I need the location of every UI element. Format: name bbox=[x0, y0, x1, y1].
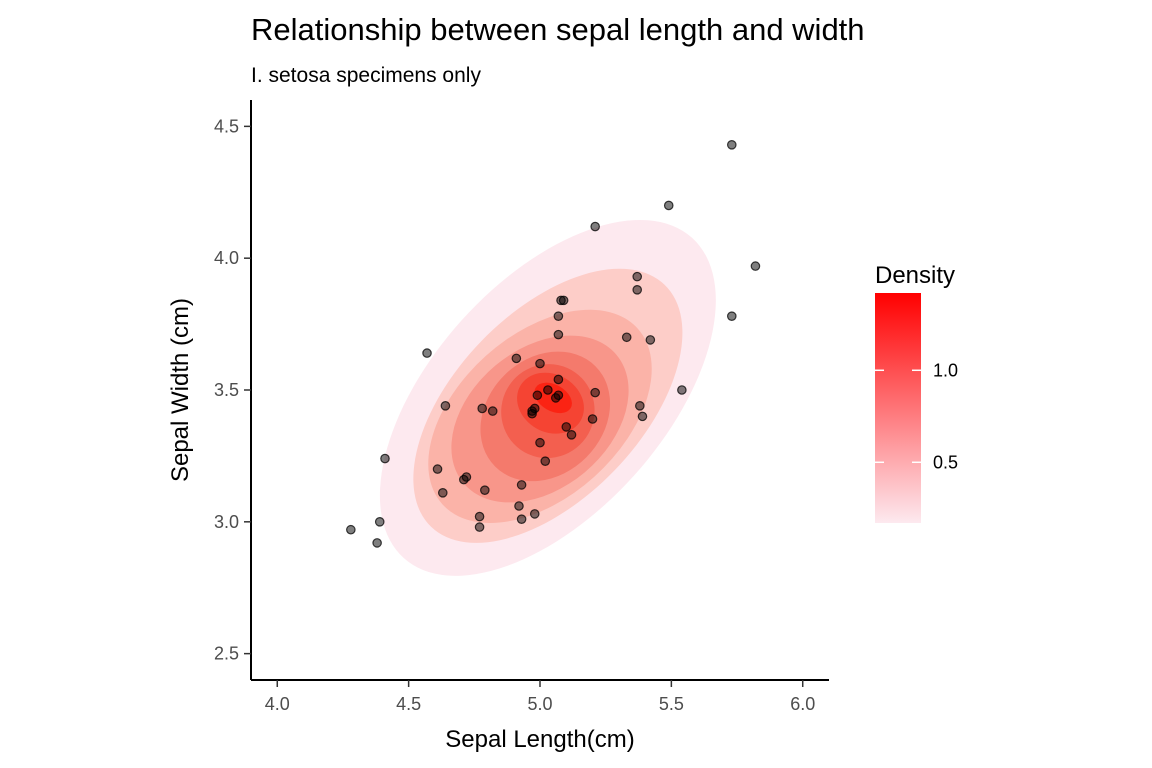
x-tick-label: 5.5 bbox=[659, 694, 684, 714]
data-point bbox=[346, 524, 356, 535]
data-point bbox=[726, 311, 737, 321]
x-axis: 4.0 4.5 5.0 5.5 6.0 bbox=[251, 679, 829, 714]
x-tick-label: 4.0 bbox=[265, 694, 290, 714]
data-point bbox=[556, 295, 566, 306]
data-point bbox=[516, 480, 527, 490]
points-layer bbox=[346, 140, 761, 548]
data-point bbox=[535, 358, 545, 369]
data-point bbox=[535, 437, 545, 448]
data-point bbox=[529, 509, 540, 519]
data-point bbox=[459, 474, 469, 485]
data-point bbox=[527, 408, 537, 419]
legend-ticks: 0.5 1.0 bbox=[875, 360, 958, 472]
legend-label: 0.5 bbox=[933, 452, 958, 472]
chart-title: Relationship between sepal length and wi… bbox=[251, 12, 865, 47]
y-axis-title: Sepal Width (cm) bbox=[167, 298, 194, 482]
data-point bbox=[380, 453, 390, 464]
plot-panel bbox=[346, 140, 761, 576]
data-point bbox=[550, 393, 561, 403]
data-point bbox=[677, 385, 687, 395]
data-point bbox=[474, 522, 485, 532]
legend-colorbar bbox=[875, 293, 921, 523]
data-point bbox=[561, 422, 572, 432]
y-tick-label: 3.5 bbox=[214, 380, 239, 400]
data-point bbox=[422, 348, 432, 358]
y-tick-label: 2.5 bbox=[214, 644, 239, 664]
data-point bbox=[645, 335, 656, 345]
data-point bbox=[480, 485, 490, 495]
data-point bbox=[532, 390, 543, 401]
data-point bbox=[750, 261, 761, 271]
data-point bbox=[540, 456, 551, 466]
density-legend: Density 0.5 1.0 bbox=[875, 262, 958, 523]
data-point bbox=[621, 332, 632, 343]
data-point bbox=[632, 285, 643, 295]
data-point bbox=[553, 311, 564, 321]
data-point bbox=[474, 511, 485, 522]
y-tick-label: 4.5 bbox=[214, 116, 239, 136]
data-point bbox=[590, 221, 600, 232]
density-layer bbox=[379, 219, 716, 576]
data-point bbox=[543, 385, 553, 395]
y-tick-label: 3.0 bbox=[214, 512, 239, 532]
y-tick-label: 4.0 bbox=[214, 248, 239, 268]
data-point bbox=[437, 488, 448, 498]
data-point bbox=[374, 517, 385, 527]
x-tick-label: 5.0 bbox=[527, 694, 552, 714]
x-tick-label: 6.0 bbox=[790, 694, 815, 714]
y-axis: 2.5 3.0 3.5 4.0 4.5 bbox=[214, 100, 252, 680]
data-point bbox=[372, 538, 382, 548]
legend-label: 1.0 bbox=[933, 360, 958, 380]
data-point bbox=[637, 411, 648, 422]
data-point bbox=[632, 271, 643, 282]
data-point bbox=[726, 140, 737, 150]
data-point bbox=[566, 430, 577, 440]
data-point bbox=[511, 353, 522, 364]
x-tick-label: 4.5 bbox=[396, 694, 421, 714]
data-point bbox=[487, 406, 498, 416]
data-point bbox=[635, 401, 645, 411]
chart-subtitle: I. setosa specimens only bbox=[251, 64, 481, 87]
data-point bbox=[587, 414, 598, 424]
data-point bbox=[440, 401, 451, 411]
data-point bbox=[553, 329, 564, 340]
data-point bbox=[590, 387, 600, 398]
x-axis-title: Sepal Length(cm) bbox=[445, 726, 634, 753]
data-point bbox=[516, 514, 527, 524]
data-point bbox=[663, 200, 674, 211]
data-point bbox=[553, 374, 564, 385]
data-point bbox=[477, 403, 487, 414]
data-point bbox=[514, 501, 524, 511]
data-point bbox=[432, 464, 443, 474]
legend-title: Density bbox=[875, 262, 955, 289]
